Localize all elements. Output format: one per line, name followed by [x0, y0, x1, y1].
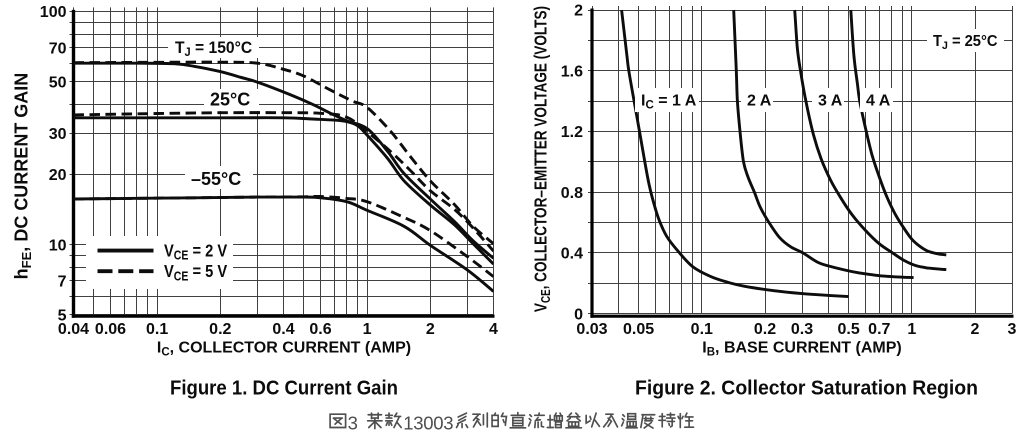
svg-text:0: 0 [574, 306, 583, 323]
svg-text:0: 0 [433, 412, 443, 433]
svg-text:0.4: 0.4 [561, 246, 583, 263]
svg-text:5: 5 [58, 308, 67, 325]
svg-text:1: 1 [363, 321, 372, 338]
svg-text:0.03: 0.03 [576, 321, 607, 338]
svg-text:0.1: 0.1 [691, 321, 713, 338]
svg-text:VCE = 5 V: VCE = 5 V [164, 262, 227, 284]
svg-text:20: 20 [49, 167, 67, 184]
svg-text:0: 0 [423, 412, 433, 433]
svg-text:0.8: 0.8 [561, 185, 583, 202]
svg-text:3: 3 [413, 412, 423, 433]
svg-text:IB, BASE CURRENT (AMP): IB, BASE CURRENT (AMP) [702, 340, 901, 359]
svg-text:0.3: 0.3 [791, 321, 813, 338]
svg-text:TJ = 25°C: TJ = 25°C [933, 32, 997, 52]
svg-text:0.05: 0.05 [623, 321, 654, 338]
svg-text:IC = 1 A: IC = 1 A [641, 93, 697, 112]
svg-text:TJ = 150°C: TJ = 150°C [175, 38, 252, 59]
svg-text:1.2: 1.2 [561, 124, 583, 141]
svg-text:1: 1 [403, 412, 413, 433]
svg-text:2 A: 2 A [747, 93, 772, 110]
svg-text:3 A: 3 A [818, 93, 843, 110]
svg-text:0.2: 0.2 [209, 321, 231, 338]
svg-text:0.4: 0.4 [272, 321, 294, 338]
svg-text:hFE, DC CURRENT GAIN: hFE, DC CURRENT GAIN [12, 73, 34, 280]
svg-text:0.5: 0.5 [837, 321, 859, 338]
svg-text:7: 7 [58, 274, 67, 291]
svg-text:3: 3 [443, 412, 453, 433]
svg-text:0.7: 0.7 [868, 321, 890, 338]
svg-text:Figure 1. DC Current Gain: Figure 1. DC Current Gain [170, 378, 398, 400]
svg-text:50: 50 [49, 74, 67, 91]
svg-text:100: 100 [40, 4, 67, 21]
svg-text:70: 70 [49, 40, 67, 57]
svg-text:2: 2 [971, 321, 980, 338]
svg-text:0.2: 0.2 [754, 321, 776, 338]
svg-text:Figure 2. Collector Saturation: Figure 2. Collector Saturation Region [635, 378, 978, 400]
svg-text:IC, COLLECTOR CURRENT (AMP): IC, COLLECTOR CURRENT (AMP) [157, 340, 411, 359]
svg-text:4 A: 4 A [866, 93, 891, 110]
svg-text:25°C: 25°C [210, 90, 250, 110]
svg-text:0.6: 0.6 [309, 321, 331, 338]
svg-text:2: 2 [574, 3, 583, 20]
svg-text:4: 4 [489, 321, 498, 338]
svg-text:10: 10 [49, 238, 67, 255]
svg-text:VCE = 2 V: VCE = 2 V [164, 241, 227, 263]
svg-text:1.6: 1.6 [561, 63, 583, 80]
svg-text:0.04: 0.04 [58, 321, 89, 338]
svg-text:3: 3 [1008, 321, 1017, 338]
svg-text:0.1: 0.1 [146, 321, 168, 338]
svg-text:0.06: 0.06 [95, 321, 126, 338]
svg-text:–55°C: –55°C [191, 169, 241, 189]
svg-text:1: 1 [907, 321, 916, 338]
svg-text:30: 30 [49, 126, 67, 143]
svg-text:2: 2 [426, 321, 435, 338]
svg-text:3: 3 [348, 412, 358, 433]
svg-text:VCE, COLLECTOR–EMITTER VOLTAGE: VCE, COLLECTOR–EMITTER VOLTAGE (VOLTS) [532, 6, 553, 312]
